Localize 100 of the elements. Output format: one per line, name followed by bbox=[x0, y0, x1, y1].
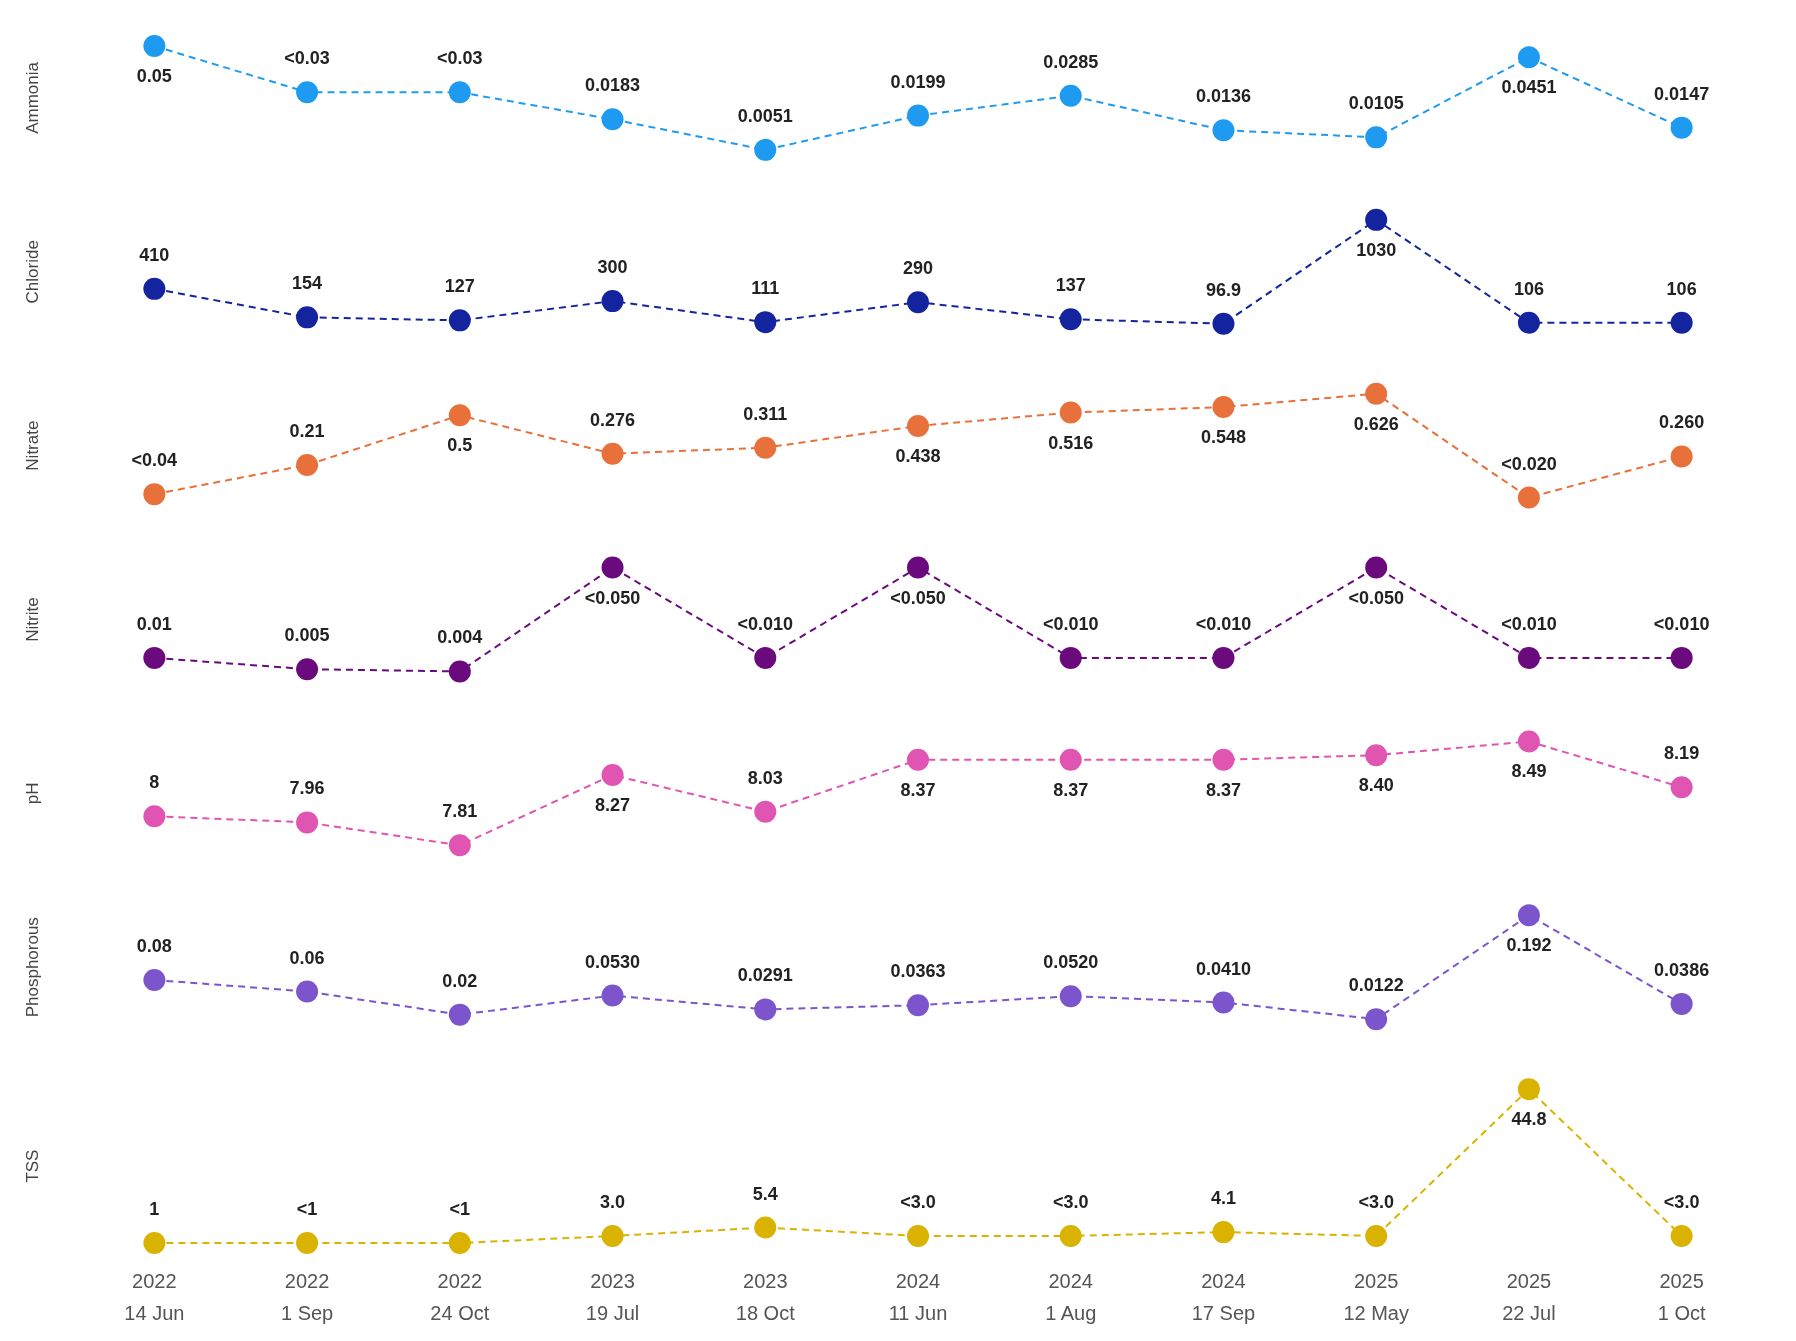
x-tick-label: 2025 12 May bbox=[1343, 1270, 1409, 1324]
point bbox=[1517, 646, 1540, 669]
data-label: 106 bbox=[1513, 278, 1544, 299]
point bbox=[143, 968, 166, 991]
data-label: <0.050 bbox=[584, 587, 641, 608]
data-label: 0.004 bbox=[437, 627, 483, 648]
point bbox=[143, 1232, 166, 1254]
x-tick-label: 2025 22 Jul bbox=[1502, 1270, 1556, 1324]
data-label: 8.40 bbox=[1358, 775, 1394, 796]
x-tick-label: 2023 19 Jul bbox=[585, 1270, 640, 1324]
point bbox=[296, 1232, 319, 1254]
point bbox=[1517, 311, 1540, 334]
data-label: 0.276 bbox=[590, 409, 636, 430]
data-label: 0.0136 bbox=[1195, 86, 1251, 107]
data-label: 8.37 bbox=[1205, 779, 1241, 800]
data-label: <3.0 bbox=[900, 1191, 936, 1212]
point bbox=[1670, 445, 1693, 468]
data-label: 0.192 bbox=[1506, 935, 1552, 956]
data-label: 0.438 bbox=[895, 445, 941, 466]
data-label: 0.260 bbox=[1659, 412, 1705, 433]
data-label: 0.0051 bbox=[737, 105, 793, 126]
point bbox=[1212, 748, 1235, 771]
point bbox=[1365, 382, 1388, 405]
y-axis-title: Nitrite bbox=[23, 597, 42, 642]
point bbox=[448, 309, 471, 332]
point bbox=[601, 290, 624, 313]
point bbox=[1212, 119, 1235, 142]
x-tick-label: 2022 1 Sep bbox=[280, 1270, 334, 1324]
point bbox=[907, 1224, 929, 1247]
data-label: <0.010 bbox=[1195, 613, 1252, 634]
point bbox=[1670, 311, 1693, 334]
data-label: 106 bbox=[1666, 278, 1697, 299]
data-label: <0.03 bbox=[284, 48, 330, 69]
point bbox=[601, 442, 624, 465]
data-label: 137 bbox=[1055, 275, 1086, 296]
y-axis-title: Chloride bbox=[23, 240, 42, 304]
data-label: 0.08 bbox=[136, 935, 172, 956]
data-label: 0.311 bbox=[743, 403, 788, 424]
data-label: 0.0199 bbox=[890, 71, 946, 92]
data-label: <3.0 bbox=[1358, 1191, 1394, 1212]
data-label: 0.0122 bbox=[1348, 975, 1404, 996]
data-label: 154 bbox=[292, 273, 323, 294]
point bbox=[143, 277, 166, 300]
x-tick-label: 2024 11 Jun bbox=[888, 1270, 948, 1324]
data-label: 0.0451 bbox=[1501, 77, 1557, 98]
point bbox=[143, 805, 166, 828]
point bbox=[1059, 1224, 1082, 1247]
point bbox=[1517, 730, 1540, 753]
data-label: 0.05 bbox=[136, 66, 172, 86]
data-label: <0.050 bbox=[890, 587, 946, 608]
data-label: 0.06 bbox=[289, 947, 325, 968]
point bbox=[907, 556, 929, 579]
x-tick-label: 2022 24 Oct bbox=[430, 1270, 490, 1324]
x-tick-label: 2024 1 Aug bbox=[1045, 1270, 1097, 1324]
data-label: 0.0105 bbox=[1348, 93, 1404, 114]
point bbox=[754, 138, 777, 161]
data-label: 8 bbox=[149, 772, 160, 793]
data-label: <0.03 bbox=[437, 48, 483, 69]
point bbox=[601, 556, 624, 579]
point bbox=[1517, 904, 1540, 927]
point bbox=[448, 660, 471, 683]
x-tick-label: 2023 18 Oct bbox=[735, 1270, 796, 1324]
data-label: 8.19 bbox=[1664, 743, 1700, 764]
data-label: 1030 bbox=[1356, 239, 1397, 260]
data-label: 0.0183 bbox=[585, 75, 641, 96]
point bbox=[296, 658, 319, 681]
y-axis-title: Phosphorous bbox=[23, 917, 42, 1018]
point bbox=[448, 834, 471, 857]
data-label: 7.81 bbox=[442, 801, 478, 822]
point bbox=[296, 306, 319, 329]
point bbox=[1517, 46, 1540, 69]
data-label: 8.49 bbox=[1511, 761, 1547, 782]
point bbox=[754, 998, 777, 1021]
data-label: 96.9 bbox=[1205, 279, 1241, 300]
point bbox=[1212, 312, 1235, 335]
point bbox=[1212, 396, 1235, 419]
point bbox=[143, 646, 166, 669]
data-label: 1 bbox=[149, 1199, 160, 1219]
data-label: 0.02 bbox=[442, 970, 478, 991]
data-label: 0.0530 bbox=[585, 951, 641, 972]
data-label: 0.005 bbox=[284, 625, 330, 646]
data-label: 0.626 bbox=[1353, 413, 1399, 434]
x-tick-label: 2024 17 Sep bbox=[1191, 1270, 1256, 1324]
data-label: <0.010 bbox=[1042, 613, 1099, 634]
data-label: 8.37 bbox=[1053, 779, 1089, 800]
point bbox=[1670, 1224, 1693, 1247]
y-axis-title: Nitrate bbox=[23, 420, 42, 471]
data-label: 5.4 bbox=[752, 1183, 778, 1204]
data-label: <0.050 bbox=[1348, 587, 1404, 608]
point bbox=[907, 748, 929, 771]
point bbox=[1365, 126, 1388, 149]
data-label: 0.0410 bbox=[1195, 958, 1251, 979]
point bbox=[754, 800, 777, 823]
point bbox=[1517, 486, 1540, 509]
data-label: 44.8 bbox=[1511, 1109, 1547, 1130]
data-label: <0.020 bbox=[1501, 453, 1557, 474]
point bbox=[1670, 646, 1693, 669]
point bbox=[1212, 991, 1235, 1014]
point bbox=[1365, 1224, 1388, 1247]
point bbox=[143, 35, 166, 57]
